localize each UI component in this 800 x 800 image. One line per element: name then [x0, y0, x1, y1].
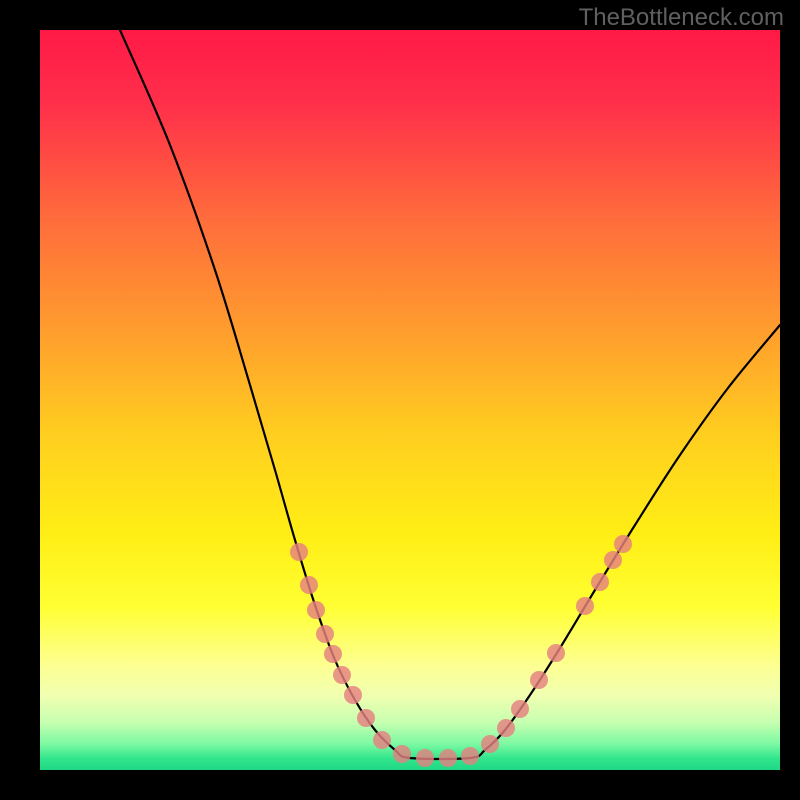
data-marker: [461, 747, 479, 765]
data-marker: [604, 551, 622, 569]
watermark-text: TheBottleneck.com: [579, 4, 784, 32]
data-marker: [591, 573, 609, 591]
data-marker: [357, 709, 375, 727]
data-marker: [393, 745, 411, 763]
data-marker: [530, 671, 548, 689]
data-marker: [316, 625, 334, 643]
data-marker: [307, 601, 325, 619]
data-marker: [300, 576, 318, 594]
data-marker: [416, 749, 434, 767]
data-marker: [333, 666, 351, 684]
plot-area: [40, 30, 780, 770]
data-marker: [547, 644, 565, 662]
data-marker: [511, 700, 529, 718]
data-marker: [576, 597, 594, 615]
data-marker: [373, 731, 391, 749]
data-marker: [439, 749, 457, 767]
data-marker: [497, 719, 515, 737]
data-marker: [344, 686, 362, 704]
data-marker: [290, 543, 308, 561]
data-marker: [614, 535, 632, 553]
data-marker: [481, 735, 499, 753]
data-marker: [324, 645, 342, 663]
bottleneck-curve: [40, 30, 780, 770]
